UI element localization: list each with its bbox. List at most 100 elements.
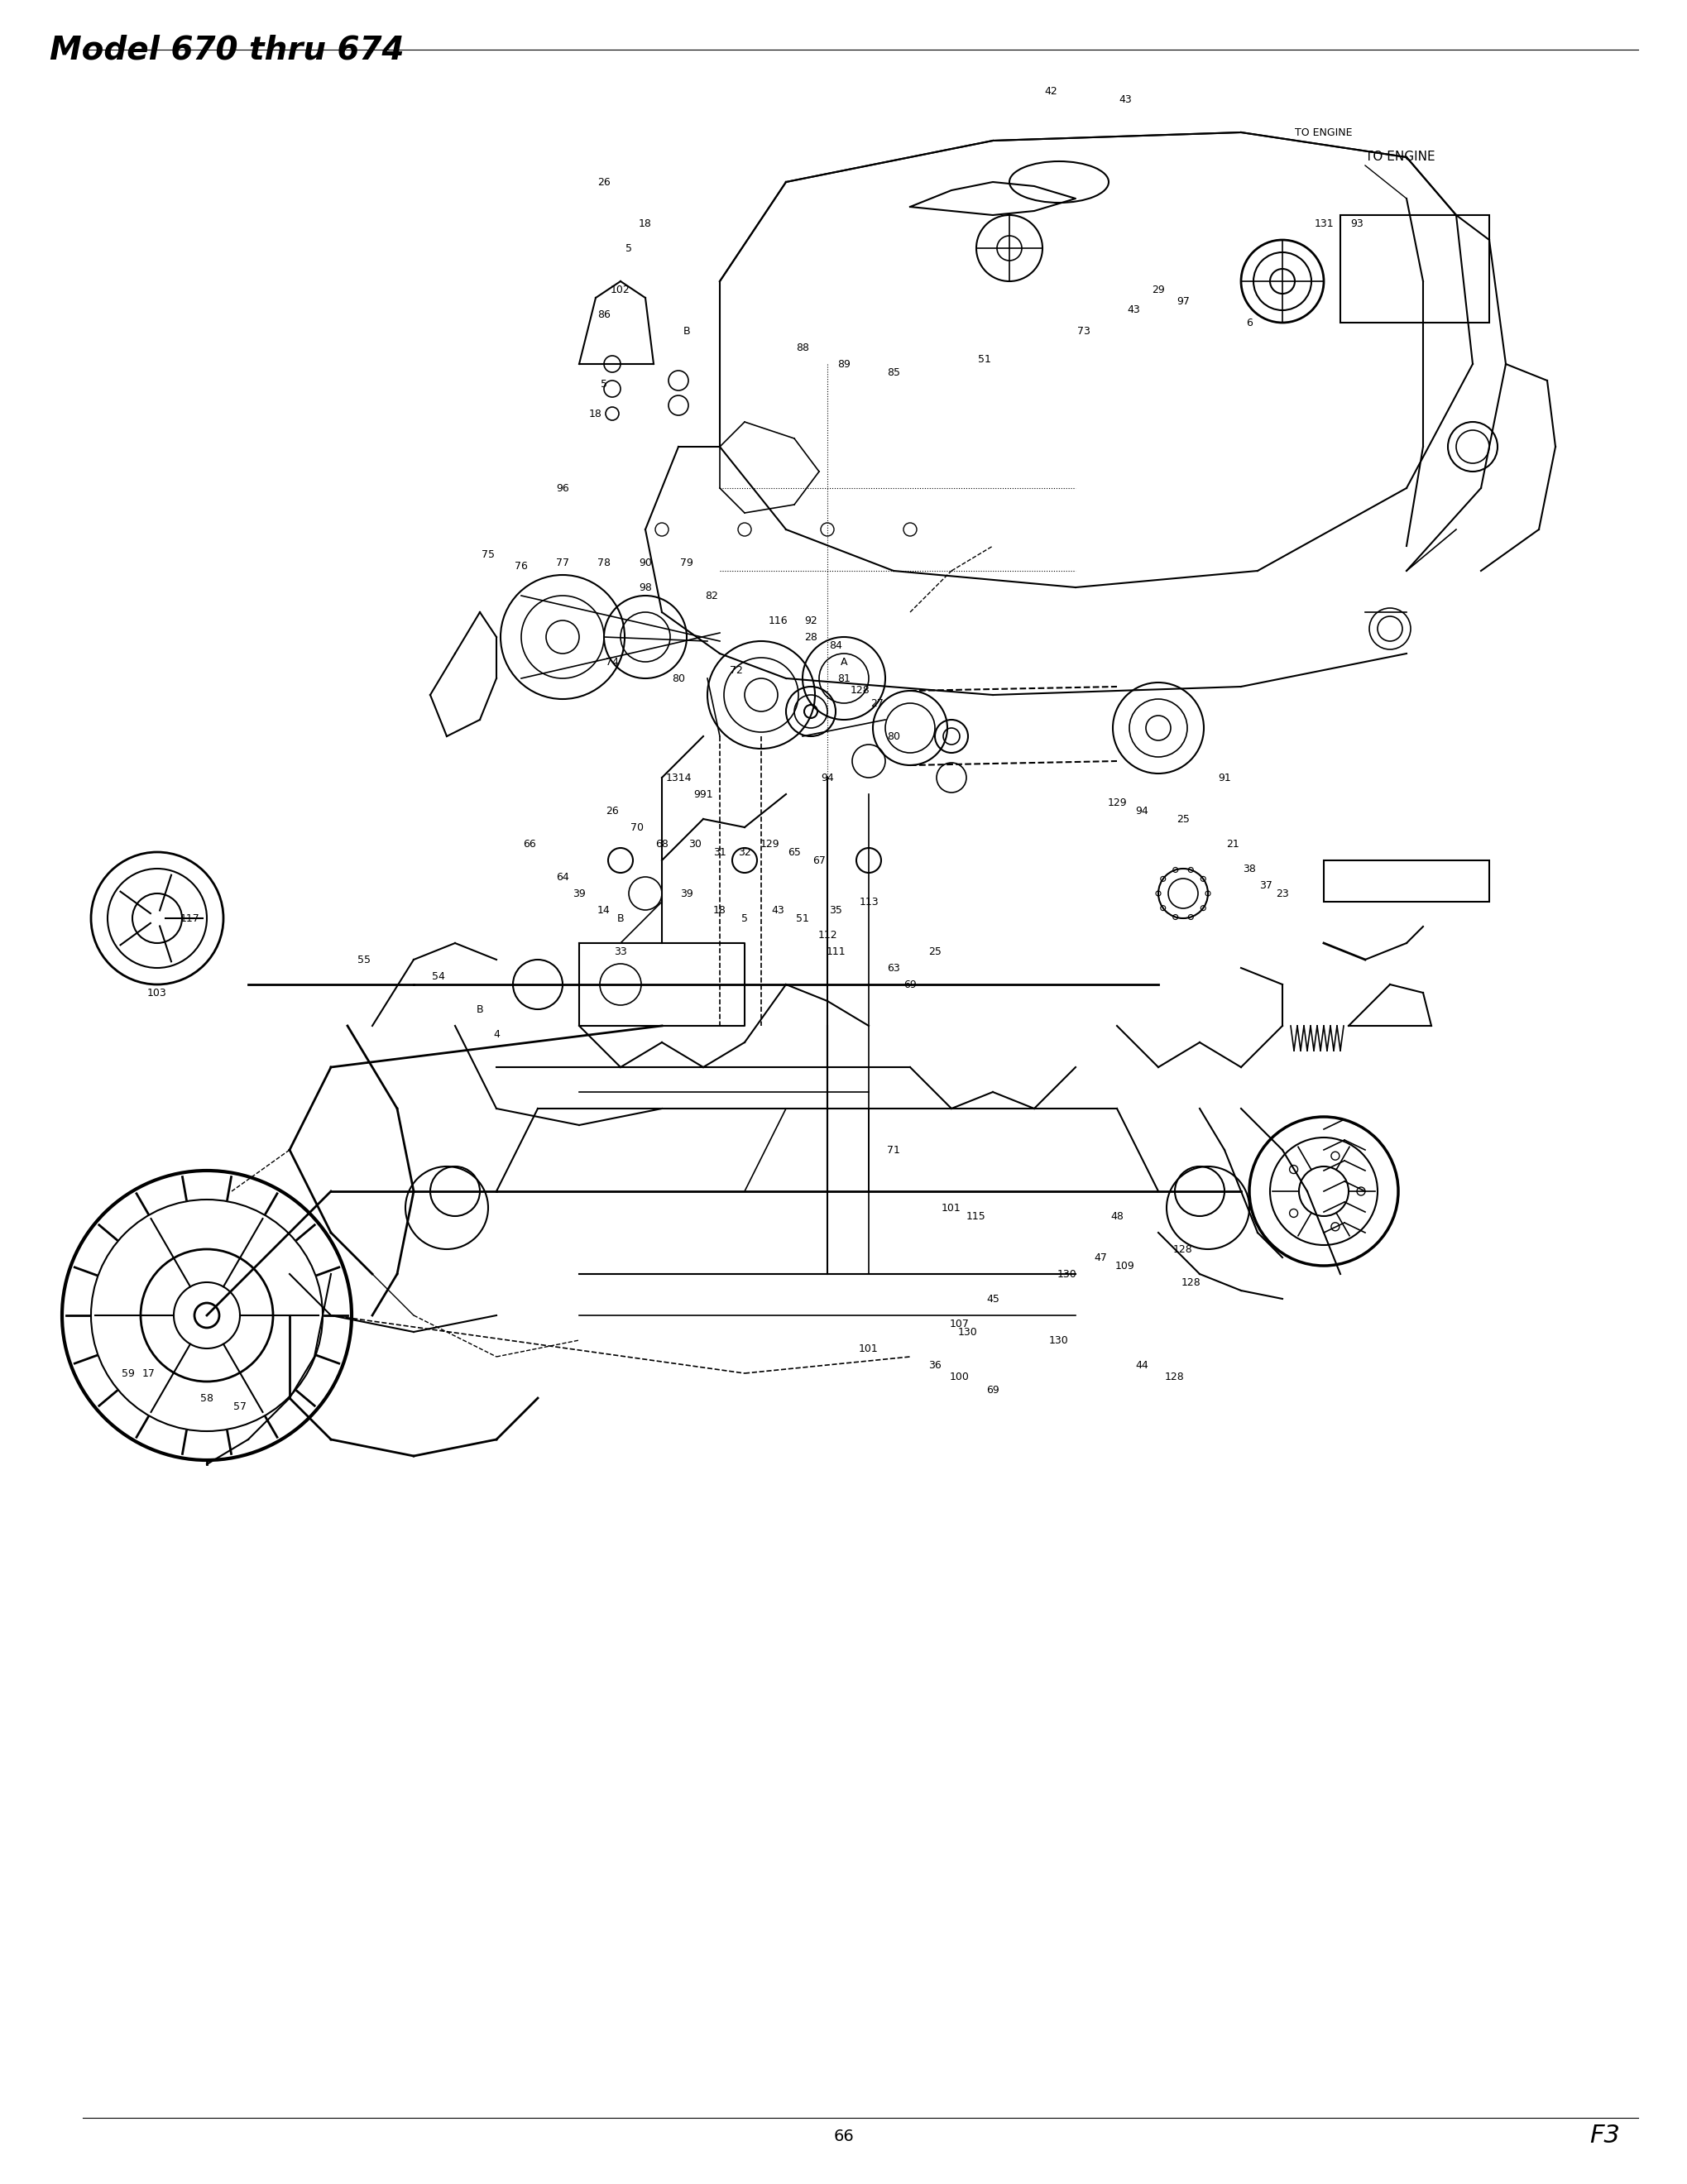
Text: 18: 18 (714, 904, 725, 915)
Text: 80: 80 (886, 732, 899, 743)
Text: 18: 18 (638, 218, 651, 229)
Text: 38: 38 (1242, 863, 1255, 874)
Text: 84: 84 (828, 640, 842, 651)
Text: 25: 25 (928, 946, 941, 957)
Text: 66: 66 (833, 2127, 854, 2145)
Text: 67: 67 (811, 854, 825, 865)
Text: 101: 101 (941, 1203, 962, 1212)
Text: 74: 74 (606, 657, 619, 666)
Text: 70: 70 (631, 821, 643, 832)
Text: 129: 129 (1107, 797, 1127, 808)
Text: 25: 25 (1176, 815, 1189, 823)
Text: 51: 51 (796, 913, 808, 924)
Text: 128: 128 (1172, 1245, 1193, 1254)
Text: 28: 28 (805, 631, 817, 642)
Text: 81: 81 (837, 673, 850, 684)
Text: 98: 98 (638, 581, 651, 592)
Text: 69: 69 (985, 1385, 999, 1396)
Text: 107: 107 (950, 1319, 968, 1330)
Text: 82: 82 (705, 590, 717, 601)
Text: B: B (683, 325, 690, 336)
Text: 39: 39 (572, 889, 585, 900)
Text: A: A (840, 657, 847, 666)
Text: 69: 69 (903, 978, 916, 989)
Text: 30: 30 (688, 839, 702, 850)
Text: 117: 117 (181, 913, 201, 924)
Text: 43: 43 (771, 904, 784, 915)
Text: 75: 75 (481, 548, 494, 559)
Text: 116: 116 (768, 616, 788, 627)
Text: 109: 109 (1115, 1260, 1134, 1271)
Text: 92: 92 (805, 616, 817, 627)
Text: 1314: 1314 (665, 773, 692, 784)
Text: 47: 47 (1093, 1251, 1107, 1262)
Text: 79: 79 (680, 557, 693, 568)
Text: 130: 130 (1058, 1269, 1076, 1280)
Text: 102: 102 (611, 284, 629, 295)
Text: 101: 101 (859, 1343, 879, 1354)
Text: TO ENGINE: TO ENGINE (1365, 151, 1434, 164)
Text: 76: 76 (515, 561, 528, 572)
Text: 111: 111 (825, 946, 845, 957)
Text: 48: 48 (1110, 1210, 1124, 1221)
Text: 57: 57 (233, 1400, 246, 1411)
Text: Model 670 thru 674: Model 670 thru 674 (49, 35, 403, 66)
Text: F3: F3 (1589, 2125, 1620, 2149)
Text: 17: 17 (142, 1367, 155, 1378)
Text: 33: 33 (614, 946, 628, 957)
Text: 73: 73 (1076, 325, 1090, 336)
Text: 90: 90 (638, 557, 651, 568)
Text: 43: 43 (1127, 306, 1139, 317)
Text: 32: 32 (737, 847, 751, 858)
Text: 5: 5 (601, 380, 607, 391)
Text: 113: 113 (859, 895, 877, 906)
Text: B: B (476, 1005, 482, 1016)
Text: 96: 96 (555, 483, 569, 494)
Text: 65: 65 (788, 847, 800, 858)
Text: 80: 80 (671, 673, 685, 684)
Text: 43: 43 (1118, 94, 1132, 105)
Text: 78: 78 (597, 557, 611, 568)
Text: 45: 45 (985, 1293, 999, 1304)
Text: 31: 31 (714, 847, 725, 858)
Text: 72: 72 (729, 664, 742, 675)
Text: 14: 14 (597, 904, 611, 915)
Text: 35: 35 (828, 904, 842, 915)
Text: 128: 128 (1181, 1278, 1201, 1289)
Text: 6: 6 (1245, 317, 1252, 328)
Text: 58: 58 (201, 1393, 213, 1404)
Text: 5: 5 (626, 242, 633, 253)
Text: 89: 89 (837, 358, 850, 369)
Text: 130: 130 (958, 1326, 977, 1337)
Text: 128: 128 (850, 686, 870, 697)
Text: 130: 130 (1049, 1334, 1068, 1345)
Text: 36: 36 (928, 1361, 941, 1369)
Text: 129: 129 (759, 839, 779, 850)
Text: 77: 77 (555, 557, 569, 568)
Text: 4: 4 (493, 1029, 499, 1040)
Text: 26: 26 (606, 806, 619, 817)
Text: 55: 55 (358, 954, 371, 965)
Text: 59: 59 (121, 1367, 135, 1378)
Text: 21: 21 (1226, 839, 1238, 850)
Text: 100: 100 (950, 1372, 968, 1382)
Text: 991: 991 (693, 788, 712, 799)
Text: 103: 103 (147, 987, 167, 998)
Text: 23: 23 (1275, 889, 1289, 900)
Text: 131: 131 (1314, 218, 1333, 229)
Text: 85: 85 (886, 367, 899, 378)
Text: 97: 97 (1176, 297, 1189, 308)
Text: 86: 86 (597, 308, 611, 319)
Text: 91: 91 (1218, 773, 1230, 784)
Text: 112: 112 (817, 930, 837, 939)
Text: 54: 54 (432, 972, 445, 981)
Text: 51: 51 (977, 354, 990, 365)
Text: 27: 27 (870, 699, 882, 708)
Text: 39: 39 (680, 889, 693, 900)
Text: 42: 42 (1044, 85, 1056, 96)
Text: 68: 68 (655, 839, 668, 850)
Text: 29: 29 (1151, 284, 1164, 295)
Text: 94: 94 (820, 773, 833, 784)
Text: 94: 94 (1135, 806, 1147, 817)
Text: 64: 64 (555, 871, 569, 882)
